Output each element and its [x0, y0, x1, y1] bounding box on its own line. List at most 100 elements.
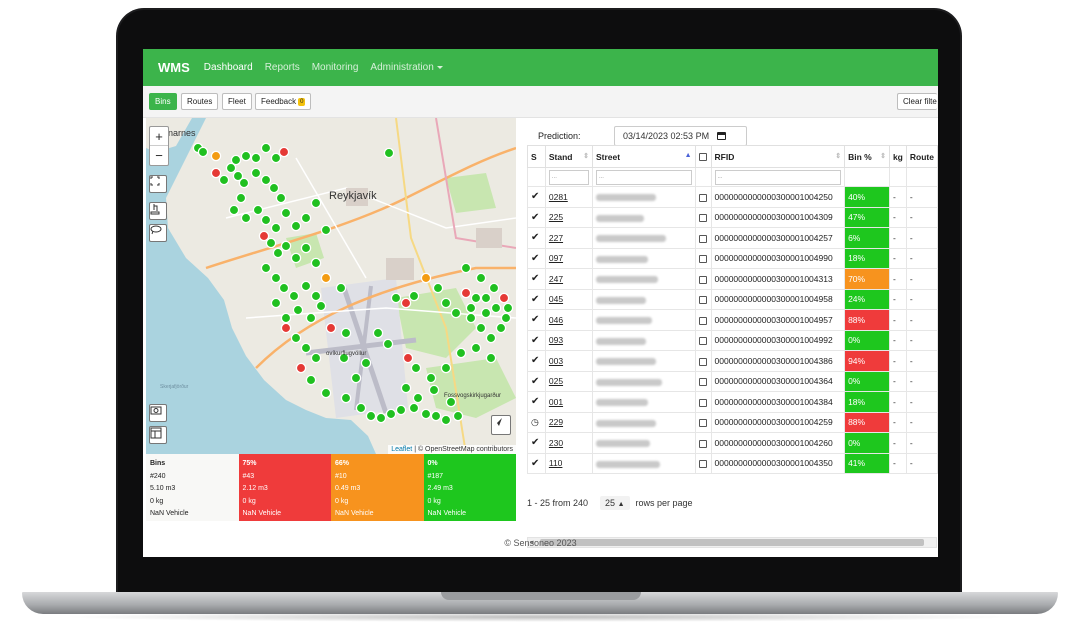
- bin-marker[interactable]: [375, 412, 387, 424]
- row-checkbox[interactable]: [698, 255, 707, 263]
- table-row[interactable]: ✔ 227 0000000000000300001004257 6% - -: [527, 227, 938, 249]
- bin-marker[interactable]: [270, 297, 282, 309]
- bin-marker[interactable]: [232, 170, 244, 182]
- bin-marker[interactable]: [355, 402, 367, 414]
- fullscreen-button[interactable]: [149, 175, 167, 193]
- table-row[interactable]: ✔ 045 0000000000000300001004958 24% - -: [527, 288, 938, 310]
- fleet-button[interactable]: Fleet: [222, 93, 252, 110]
- bin-marker[interactable]: [290, 332, 302, 344]
- bin-marker[interactable]: [490, 302, 502, 314]
- scrollbar-thumb[interactable]: [540, 539, 924, 546]
- bin-marker[interactable]: [402, 352, 414, 364]
- bin-marker[interactable]: [395, 404, 407, 416]
- bin-marker[interactable]: [400, 297, 412, 309]
- summary-card-orange[interactable]: 66% #10 0.49 m3 0 kg NaN Vehicle: [331, 454, 424, 521]
- row-checkbox[interactable]: [698, 214, 707, 222]
- bin-marker[interactable]: [280, 240, 292, 252]
- bin-marker[interactable]: [258, 230, 270, 242]
- bin-marker[interactable]: [382, 338, 394, 350]
- table-row[interactable]: ✔ 0281 0000000000000300001004250 40% - -: [527, 186, 938, 208]
- stand-link[interactable]: 097: [548, 253, 564, 264]
- row-checkbox[interactable]: [698, 398, 707, 407]
- screenshot-button[interactable]: [149, 404, 167, 422]
- col-header-street[interactable]: Street ▲: [591, 145, 696, 168]
- col-header-route[interactable]: Route: [905, 145, 938, 168]
- bin-marker[interactable]: [197, 146, 209, 158]
- summary-card-all[interactable]: Bins #240 5.10 m3 0 kg NaN Vehicle: [146, 454, 239, 521]
- bin-marker[interactable]: [218, 174, 230, 186]
- bin-marker[interactable]: [252, 204, 264, 216]
- bin-marker[interactable]: [498, 292, 510, 304]
- table-row[interactable]: ✔ 230 0000000000000300001004260 0% - -: [527, 432, 938, 454]
- bin-marker[interactable]: [465, 302, 477, 314]
- row-checkbox[interactable]: [698, 378, 707, 386]
- bin-marker[interactable]: [338, 352, 350, 364]
- bin-marker[interactable]: [210, 150, 222, 162]
- table-row[interactable]: ✔ 110 0000000000000300001004350 41% - -: [527, 452, 938, 474]
- bin-marker[interactable]: [350, 372, 362, 384]
- col-header-bin-pct[interactable]: Bin % ⇕: [844, 145, 890, 168]
- bin-marker[interactable]: [325, 322, 337, 334]
- stand-link[interactable]: 229: [548, 417, 564, 428]
- bin-marker[interactable]: [412, 392, 424, 404]
- stand-link[interactable]: 093: [548, 335, 564, 346]
- bin-marker[interactable]: [425, 372, 437, 384]
- stand-link[interactable]: 0281: [548, 191, 568, 202]
- row-checkbox[interactable]: [698, 357, 707, 366]
- layers-button[interactable]: [149, 426, 167, 444]
- bin-marker[interactable]: [460, 287, 472, 299]
- filter-rfid-input[interactable]: ...: [714, 169, 842, 185]
- summary-card-red[interactable]: 75% #43 2.12 m3 0 kg NaN Vehicle: [238, 454, 331, 521]
- bin-marker[interactable]: [270, 222, 282, 234]
- locate-button[interactable]: [491, 415, 511, 435]
- zoom-out-button[interactable]: −: [155, 148, 163, 163]
- bin-marker[interactable]: [270, 152, 282, 164]
- clear-filters-button[interactable]: Clear filte: [897, 93, 937, 110]
- bin-marker[interactable]: [450, 307, 462, 319]
- bin-marker[interactable]: [488, 282, 500, 294]
- stand-link[interactable]: 045: [548, 294, 564, 305]
- bin-marker[interactable]: [390, 292, 402, 304]
- col-header-kg[interactable]: kg: [888, 145, 907, 168]
- bin-marker[interactable]: [275, 192, 287, 204]
- bin-marker[interactable]: [235, 192, 247, 204]
- bin-marker[interactable]: [295, 362, 307, 374]
- bin-marker[interactable]: [250, 152, 262, 164]
- bin-marker[interactable]: [300, 242, 312, 254]
- col-header-rfid[interactable]: RFID ⇕: [710, 145, 846, 168]
- brand-logo[interactable]: WMS: [158, 60, 190, 75]
- bin-marker[interactable]: [260, 142, 272, 154]
- stand-link[interactable]: 001: [548, 396, 564, 407]
- bin-marker[interactable]: [240, 212, 252, 224]
- col-header-select-all[interactable]: [694, 145, 712, 168]
- bin-marker[interactable]: [460, 262, 472, 274]
- bin-marker[interactable]: [265, 237, 277, 249]
- bin-marker[interactable]: [272, 247, 284, 259]
- bins-map[interactable]: Reykjavík narnes ovíkurflugvöllur Fossvo…: [146, 118, 516, 454]
- stand-link[interactable]: 247: [548, 273, 564, 284]
- bin-marker[interactable]: [440, 362, 452, 374]
- bin-marker[interactable]: [238, 177, 250, 189]
- stand-link[interactable]: 046: [548, 314, 564, 325]
- bin-marker[interactable]: [305, 374, 317, 386]
- table-row[interactable]: ◷ 229 0000000000000300001004259 88% - -: [527, 411, 938, 433]
- filter-street-input[interactable]: ...: [595, 169, 692, 185]
- leaflet-link[interactable]: Leaflet: [391, 446, 413, 453]
- bin-marker[interactable]: [290, 252, 302, 264]
- stand-link[interactable]: 227: [548, 232, 564, 243]
- row-checkbox[interactable]: [698, 234, 707, 243]
- bin-marker[interactable]: [300, 280, 312, 292]
- bin-marker[interactable]: [225, 162, 237, 174]
- bin-marker[interactable]: [485, 332, 497, 344]
- bin-marker[interactable]: [260, 174, 272, 186]
- bin-marker[interactable]: [360, 357, 372, 369]
- bin-marker[interactable]: [372, 327, 384, 339]
- table-row[interactable]: ✔ 225 0000000000000300001004309 47% - -: [527, 206, 938, 228]
- bin-marker[interactable]: [428, 384, 440, 396]
- page-size-select[interactable]: 25 ▲: [600, 496, 630, 510]
- bin-marker[interactable]: [320, 387, 332, 399]
- row-checkbox[interactable]: [698, 439, 707, 448]
- lasso-button[interactable]: [149, 224, 167, 242]
- bin-marker[interactable]: [475, 272, 487, 284]
- bin-marker[interactable]: [270, 272, 282, 284]
